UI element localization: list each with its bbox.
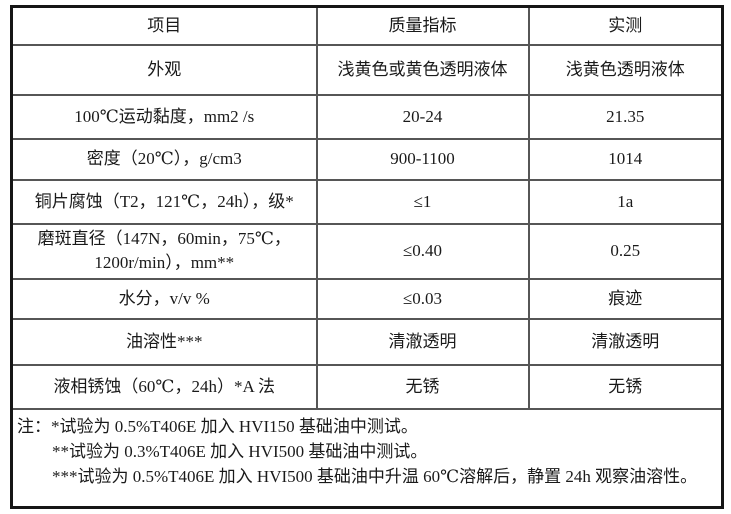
table-row-wear-scar: 磨斑直径（147N，60min，75℃，1200r/min），mm** ≤0.4… [10,222,724,280]
document-page: 项目 质量指标 实测 外观 浅黄色或黄色透明液体 浅黄色透明液体 100℃运动黏… [0,5,731,514]
cell-actual: 浅黄色透明液体 [527,43,724,96]
table-row-density: 密度（20℃），g/cm3 900-1100 1014 [10,137,724,181]
cell-item: 密度（20℃），g/cm3 [10,137,318,181]
cell-actual: 1014 [527,137,724,181]
cell-actual: 0.25 [527,222,724,280]
header-actual: 实测 [527,5,724,46]
cell-spec: 清澈透明 [315,317,530,366]
table-header-row: 项目 质量指标 实测 [10,5,724,46]
cell-item: 磨斑直径（147N，60min，75℃，1200r/min），mm** [10,222,318,280]
cell-spec: 无锈 [315,363,530,410]
table-row-liquid-rust: 液相锈蚀（60℃，24h）*A 法 无锈 无锈 [10,363,724,410]
spec-table: 项目 质量指标 实测 外观 浅黄色或黄色透明液体 浅黄色透明液体 100℃运动黏… [10,5,724,509]
notes-cell: 注：*试验为 0.5%T406E 加入 HVI150 基础油中测试。 **试验为… [10,407,724,509]
cell-actual: 无锈 [527,363,724,410]
cell-item: 液相锈蚀（60℃，24h）*A 法 [10,363,318,410]
cell-spec: ≤1 [315,178,530,225]
header-spec: 质量指标 [315,5,530,46]
cell-spec: 20-24 [315,93,530,140]
header-item: 项目 [10,5,318,46]
cell-spec: ≤0.40 [315,222,530,280]
cell-item: 外观 [10,43,318,96]
cell-item: 油溶性*** [10,317,318,366]
table-row-viscosity: 100℃运动黏度，mm2 /s 20-24 21.35 [10,93,724,140]
table-row-copper-corrosion: 铜片腐蚀（T2，121℃，24h），级* ≤1 1a [10,178,724,225]
cell-actual: 痕迹 [527,277,724,320]
cell-actual: 1a [527,178,724,225]
note-line-2: **试验为 0.3%T406E 加入 HVI500 基础油中测试。 [52,441,428,461]
cell-spec: ≤0.03 [315,277,530,320]
cell-spec: 浅黄色或黄色透明液体 [315,43,530,96]
cell-item: 铜片腐蚀（T2，121℃，24h），级* [10,178,318,225]
cell-actual: 清澈透明 [527,317,724,366]
table-row-appearance: 外观 浅黄色或黄色透明液体 浅黄色透明液体 [10,43,724,96]
note-line-1: 注：*试验为 0.5%T406E 加入 HVI150 基础油中测试。 [17,416,418,436]
cell-spec: 900-1100 [315,137,530,181]
note-line-3: ***试验为 0.5%T406E 加入 HVI500 基础油中升温 60℃溶解后… [52,466,698,486]
cell-actual: 21.35 [527,93,724,140]
cell-item: 100℃运动黏度，mm2 /s [10,93,318,140]
table-row-oil-solubility: 油溶性*** 清澈透明 清澈透明 [10,317,724,366]
table-row-water-content: 水分，v/v % ≤0.03 痕迹 [10,277,724,320]
table-notes-row: 注：*试验为 0.5%T406E 加入 HVI150 基础油中测试。 **试验为… [10,407,724,509]
cell-item: 水分，v/v % [10,277,318,320]
